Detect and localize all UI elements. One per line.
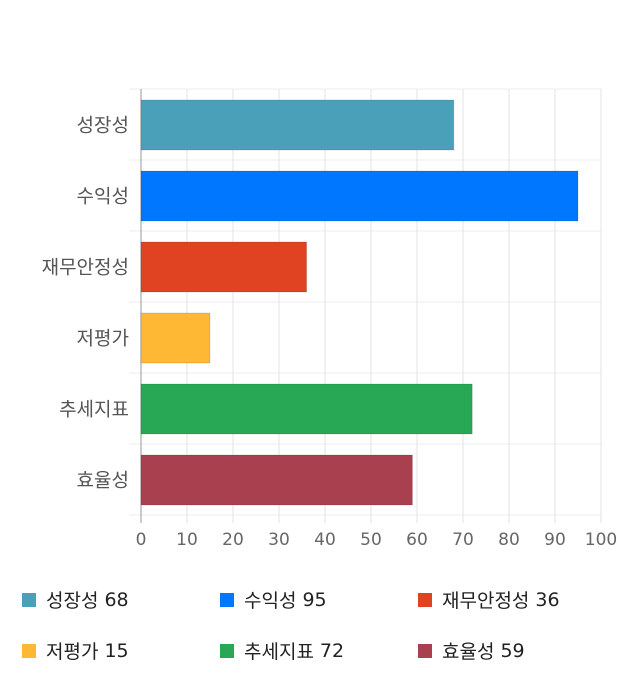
legend-value: 95: [302, 588, 327, 611]
legend-item[interactable]: 수익성 95: [220, 586, 327, 613]
category-label: 추세지표: [59, 399, 129, 421]
legend-value: 68: [104, 588, 129, 611]
legend-item[interactable]: 저평가 15: [22, 637, 129, 664]
legend-label: 재무안정성: [442, 590, 530, 612]
x-tick-label: 30: [268, 530, 290, 550]
bar-3: [140, 241, 308, 293]
legend-item[interactable]: 효율성 59: [418, 637, 525, 664]
x-tick-label: 60: [406, 530, 428, 550]
x-tick-label: 40: [314, 530, 336, 550]
legend-swatch: [220, 592, 234, 607]
x-tick-label: 100: [585, 530, 617, 550]
x-tick-label: 90: [544, 530, 566, 550]
legend-swatch: [22, 643, 36, 658]
x-tick-label: 0: [136, 530, 147, 550]
category-label: 재무안정성: [42, 257, 129, 279]
legend-label: 효율성: [442, 641, 495, 663]
legend-value: 15: [104, 639, 129, 662]
legend-value: 72: [319, 639, 345, 662]
category-label: 효율성: [77, 470, 129, 492]
legend-value: 59: [500, 639, 525, 662]
legend-swatch: [418, 643, 432, 658]
legend-label: 추세지표: [244, 641, 314, 663]
x-tick-label: 20: [222, 530, 244, 550]
legend-swatch: [220, 643, 234, 658]
legend-swatch: [418, 592, 432, 607]
x-tick-label: 10: [176, 530, 198, 550]
bar-5: [140, 383, 473, 435]
x-tick-label: 50: [360, 530, 382, 550]
x-tick-label: 80: [498, 530, 520, 550]
legend-label: 저평가: [46, 641, 99, 663]
legend-value: 36: [535, 588, 560, 611]
bar-6: [140, 454, 413, 506]
category-label: 수익성: [77, 186, 129, 208]
category-label: 성장성: [77, 115, 129, 137]
legend-item[interactable]: 재무안정성 36: [418, 586, 560, 613]
bar-2: [140, 170, 579, 222]
bar-4: [140, 312, 211, 364]
legend-item[interactable]: 추세지표 72: [220, 637, 344, 664]
x-tick-label: 70: [452, 530, 474, 550]
category-label: 저평가: [77, 328, 129, 350]
legend-label: 수익성: [244, 590, 297, 612]
legend-label: 성장성: [46, 590, 99, 612]
legend-item[interactable]: 성장성 68: [22, 586, 129, 613]
legend-swatch: [22, 592, 36, 607]
bar-1: [140, 99, 455, 151]
